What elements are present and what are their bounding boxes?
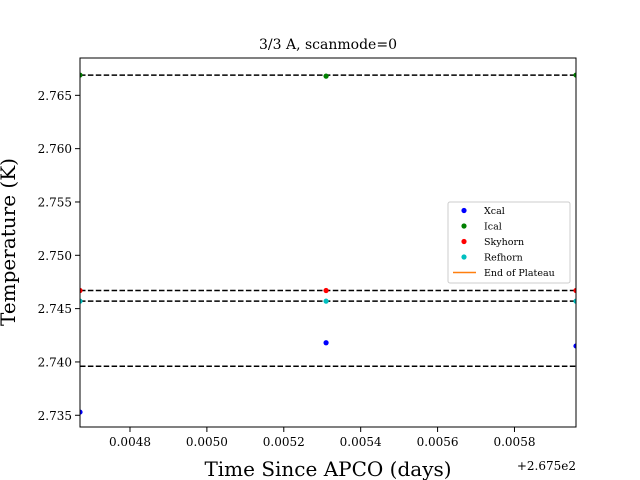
y-tick-label-5: 2.760 [38, 142, 72, 156]
x-tick-label-5: 0.0058 [493, 435, 535, 449]
x-tick-label-3: 0.0054 [340, 435, 382, 449]
point-xcal-0 [80, 409, 83, 415]
point-refhorn-1 [323, 298, 329, 304]
y-axis-ticks: 2.735 2.740 2.745 2.750 2.755 2.760 2.765 [38, 89, 80, 423]
point-skyhorn-0 [80, 287, 83, 294]
y-axis-label: Temperature (K) [0, 158, 20, 326]
point-skyhorn-2 [573, 287, 576, 294]
point-xcal-2 [573, 343, 576, 349]
point-refhorn-2 [573, 298, 576, 304]
point-refhorn-0 [80, 298, 83, 304]
data-points [80, 72, 576, 415]
legend-box [447, 201, 571, 284]
y-tick-label-4: 2.755 [38, 195, 72, 209]
plot-area [79, 57, 577, 428]
x-axis-ticks: 0.0048 0.0050 0.0052 0.0054 0.0056 0.0058 [109, 427, 535, 449]
y-tick-label-6: 2.765 [38, 89, 72, 103]
point-ical-0 [80, 72, 83, 78]
y-tick-label-1: 2.740 [38, 355, 72, 369]
legend-label-refhorn: Refhorn [484, 253, 523, 264]
point-skyhorn-1 [323, 287, 329, 294]
legend: Xcal Ical Skyhorn Refhorn End of Plateau [447, 201, 571, 284]
legend-marker-xcal [461, 207, 467, 214]
legend-marker-refhorn [461, 254, 467, 260]
x-tick-label-2: 0.0052 [263, 435, 305, 449]
point-ical-1 [323, 73, 329, 79]
legend-label-skyhorn: Skyhorn [484, 237, 524, 248]
point-xcal-1 [323, 340, 329, 346]
legend-label-xcal: Xcal [484, 206, 505, 217]
x-offset-label: +2.675e2 [517, 459, 576, 473]
legend-label-ical: Ical [484, 222, 502, 233]
x-tick-label-4: 0.0056 [417, 435, 459, 449]
x-tick-label-1: 0.0050 [186, 435, 228, 449]
legend-marker-ical [461, 223, 467, 229]
legend-label-end-of-plateau: End of Plateau [484, 268, 555, 279]
chart-title: 3/3 A, scanmode=0 [259, 37, 397, 53]
y-tick-label-0: 2.735 [38, 409, 72, 423]
y-tick-label-2: 2.745 [38, 302, 72, 316]
point-ical-2 [573, 72, 576, 78]
legend-marker-skyhorn [461, 238, 467, 245]
y-tick-label-3: 2.750 [38, 249, 72, 263]
x-tick-label-0: 0.0048 [109, 435, 151, 449]
x-axis-label: Time Since APCO (days) [204, 457, 451, 480]
